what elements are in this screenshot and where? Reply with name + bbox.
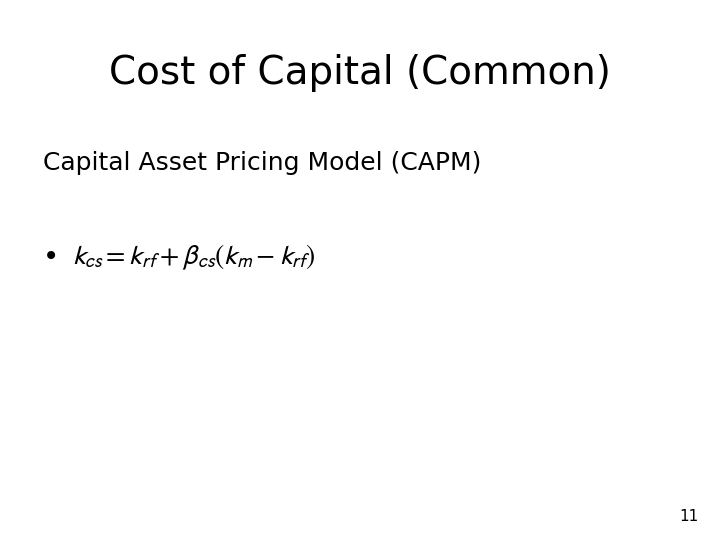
Text: 11: 11: [679, 509, 698, 524]
Text: Cost of Capital (Common): Cost of Capital (Common): [109, 54, 611, 92]
Text: •: •: [43, 243, 60, 271]
Text: Capital Asset Pricing Model (CAPM): Capital Asset Pricing Model (CAPM): [43, 151, 482, 175]
Text: $k_{cs} = k_{rf} + \beta_{cs}(k_m - k_{rf})$: $k_{cs} = k_{rf} + \beta_{cs}(k_m - k_{r…: [72, 243, 315, 272]
